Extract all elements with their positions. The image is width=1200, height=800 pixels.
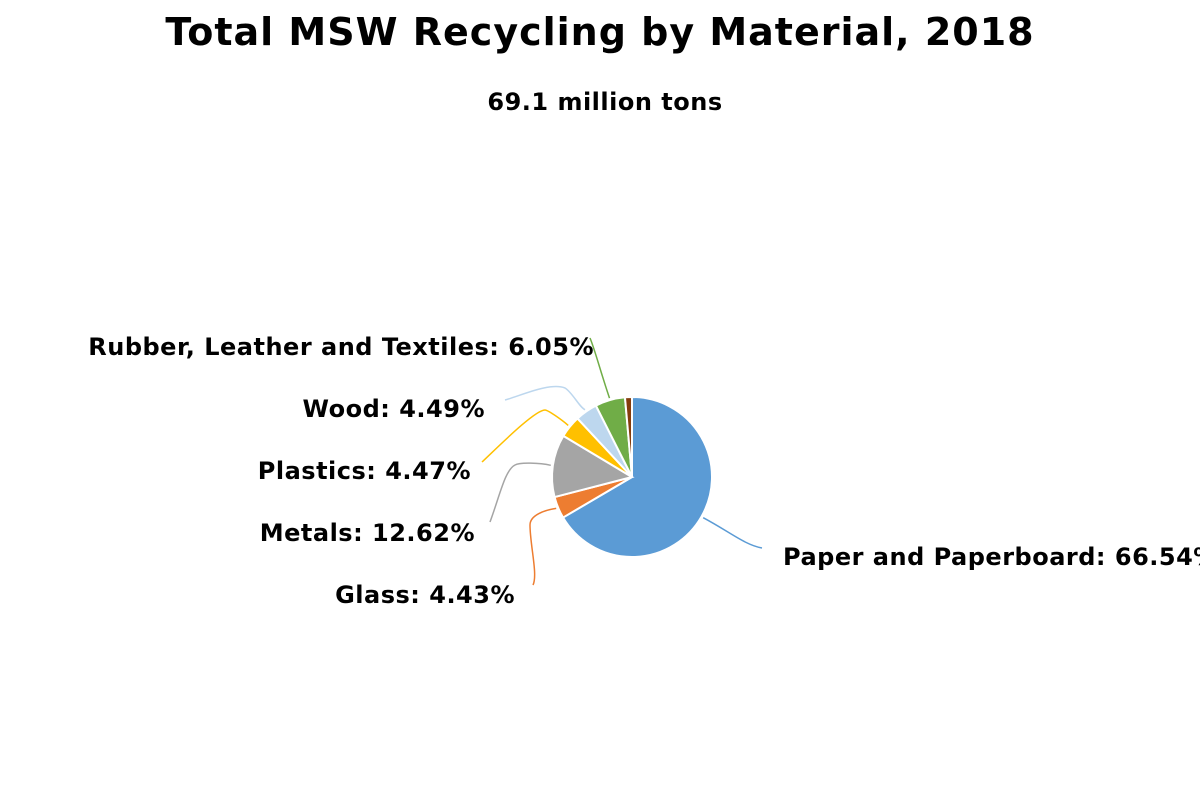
data-label: Wood: 4.49% bbox=[303, 395, 486, 423]
chart-title: Total MSW Recycling by Material, 2018 bbox=[165, 10, 1035, 54]
pie-slice-metals bbox=[551, 434, 635, 499]
leader-line bbox=[489, 462, 551, 523]
data-label: Plastics: 4.47% bbox=[258, 457, 471, 485]
pie-slice-paper-and-paperboard bbox=[561, 395, 713, 558]
leader-line bbox=[589, 337, 611, 399]
data-label: Glass: 4.43% bbox=[335, 581, 515, 609]
data-label: Paper and Paperboard: 66.54% bbox=[783, 543, 1200, 571]
leader-line bbox=[504, 385, 586, 411]
leader-line bbox=[481, 409, 569, 463]
pie-slice-other bbox=[623, 395, 633, 478]
chart-subtitle: 69.1 million tons bbox=[487, 88, 723, 116]
data-label: Rubber, Leather and Textiles: 6.05% bbox=[88, 333, 594, 361]
data-label: Metals: 12.62% bbox=[260, 519, 475, 547]
leader-line bbox=[529, 507, 557, 586]
leader-line bbox=[702, 517, 763, 549]
